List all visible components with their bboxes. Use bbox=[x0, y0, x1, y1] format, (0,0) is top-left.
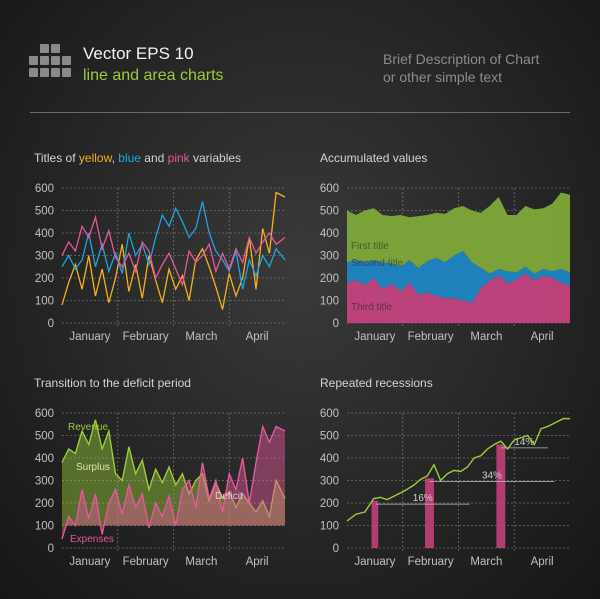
panel1-title-sep1: , bbox=[111, 151, 119, 165]
x-tick-label: April bbox=[246, 556, 269, 568]
y-tick-label: 100 bbox=[35, 296, 54, 308]
y-tick-label: 0 bbox=[333, 543, 339, 555]
y-tick-label: 500 bbox=[320, 206, 339, 218]
header-description: Brief Description of Chart or other simp… bbox=[383, 50, 539, 86]
y-tick-label: 0 bbox=[48, 318, 54, 330]
area-blue bbox=[347, 251, 570, 303]
y-tick-label: 400 bbox=[35, 228, 54, 240]
series-line-blue bbox=[61, 201, 286, 290]
recession-bar bbox=[371, 500, 379, 548]
annotation-label: 34% bbox=[482, 471, 502, 482]
y-tick-label: 600 bbox=[35, 183, 54, 195]
series-line-green bbox=[61, 419, 286, 519]
y-tick-label: 200 bbox=[320, 273, 339, 285]
x-tick-label: January bbox=[69, 331, 110, 343]
x-tick-label: January bbox=[354, 556, 395, 568]
chart3-axes: 0 100 200 300 400 500 600 January February March A… bbox=[35, 408, 285, 568]
legend-label-blue: Second title bbox=[351, 258, 404, 269]
header-subtitle: line and area charts bbox=[83, 67, 224, 84]
recession-bar bbox=[425, 478, 434, 548]
x-tick-label: April bbox=[246, 331, 269, 343]
x-tick-label: March bbox=[470, 331, 502, 343]
annotation-label: 16% bbox=[413, 493, 433, 504]
area-green bbox=[347, 192, 570, 274]
description-line-1: Brief Description of Chart bbox=[383, 51, 540, 67]
x-tick-label: February bbox=[123, 331, 169, 343]
x-tick-label: April bbox=[531, 331, 554, 343]
y-tick-label: 300 bbox=[320, 251, 339, 263]
y-tick-label: 500 bbox=[320, 431, 339, 443]
y-tick-label: 400 bbox=[35, 453, 54, 465]
panel2-title: Accumulated values bbox=[320, 151, 428, 165]
series-line-pink bbox=[61, 214, 286, 287]
x-tick-label: January bbox=[69, 556, 110, 568]
legend-label-green: First title bbox=[351, 241, 389, 252]
header-divider bbox=[30, 112, 570, 113]
panel1-title-part1: Titles of bbox=[34, 151, 79, 165]
x-tick-label: March bbox=[470, 556, 502, 568]
x-tick-label: February bbox=[123, 556, 169, 568]
y-tick-label: 400 bbox=[320, 228, 339, 240]
x-tick-label: March bbox=[185, 331, 217, 343]
panel1-title: Titles of yellow, blue and pink variable… bbox=[34, 151, 241, 165]
panel1-title-blue: blue bbox=[118, 151, 141, 165]
y-tick-label: 500 bbox=[35, 431, 54, 443]
x-tick-label: April bbox=[531, 556, 554, 568]
x-tick-label: February bbox=[408, 331, 454, 343]
y-tick-label: 600 bbox=[35, 408, 54, 420]
annotation-label: Deficit bbox=[215, 491, 243, 502]
y-tick-label: 300 bbox=[320, 476, 339, 488]
logo-grid-icon bbox=[26, 44, 71, 82]
y-tick-label: 100 bbox=[35, 521, 54, 533]
x-tick-label: February bbox=[408, 556, 454, 568]
area-pink bbox=[62, 426, 285, 539]
x-tick-label: January bbox=[354, 331, 395, 343]
x-tick-label: March bbox=[185, 556, 217, 568]
panel4-title: Repeated recessions bbox=[320, 376, 433, 390]
annotation-label: 14% bbox=[514, 437, 534, 448]
y-tick-label: 600 bbox=[320, 183, 339, 195]
y-tick-label: 100 bbox=[320, 296, 339, 308]
series-line-pink bbox=[61, 424, 286, 540]
y-tick-label: 200 bbox=[35, 273, 54, 285]
y-tick-label: 600 bbox=[320, 408, 339, 420]
y-tick-label: 300 bbox=[35, 251, 54, 263]
y-tick-label: 100 bbox=[320, 521, 339, 533]
chart4-axes: 0 100 200 300 400 500 600 January February March A… bbox=[320, 408, 570, 568]
series-line-yellow bbox=[61, 191, 286, 310]
y-tick-label: 300 bbox=[35, 476, 54, 488]
panel1-title-pink: pink bbox=[167, 151, 190, 165]
chart1-axes: 0 100 200 300 400 500 600 January February March A… bbox=[35, 183, 285, 343]
y-tick-label: 0 bbox=[48, 543, 54, 555]
y-tick-label: 0 bbox=[333, 318, 339, 330]
annotation-label: Expenses bbox=[70, 534, 114, 545]
series-line-green bbox=[346, 417, 570, 522]
description-line-2: or other simple text bbox=[383, 69, 503, 85]
panel1-title-part2: variables bbox=[189, 151, 242, 165]
recession-bar bbox=[496, 444, 506, 548]
area-pink bbox=[347, 273, 570, 323]
panel1-title-sep2: and bbox=[140, 151, 168, 165]
y-tick-label: 200 bbox=[320, 498, 339, 510]
annotation-label: Revenue bbox=[68, 422, 108, 433]
y-tick-label: 500 bbox=[35, 206, 54, 218]
y-tick-label: 400 bbox=[320, 453, 339, 465]
panel1-title-yellow: yellow bbox=[78, 151, 112, 165]
header-title: Vector EPS 10 bbox=[83, 44, 194, 63]
y-tick-label: 200 bbox=[35, 498, 54, 510]
legend-label-pink: Third title bbox=[351, 302, 393, 313]
annotation-label: Surplus bbox=[76, 462, 110, 473]
panel3-title: Transition to the deficit period bbox=[34, 376, 191, 390]
